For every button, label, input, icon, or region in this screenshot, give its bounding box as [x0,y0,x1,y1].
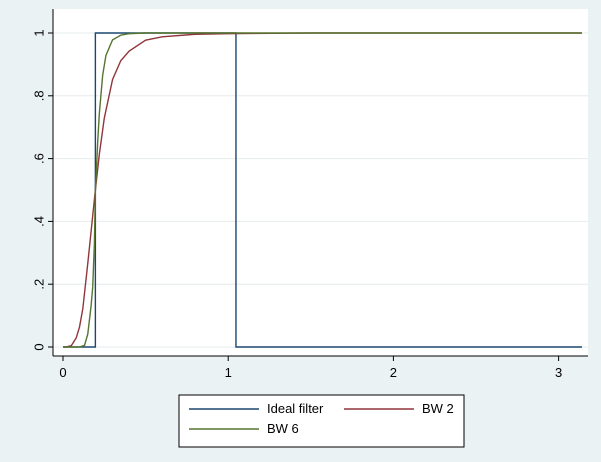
y-tick-label-2: .4 [31,216,46,227]
legend-label-bw-2: BW 2 [422,401,454,416]
x-tick-label-0: 0 [59,365,66,380]
y-tick-label-5: 1 [31,29,46,36]
x-tick-label-2: 2 [390,365,397,380]
y-tick-label-4: .8 [31,90,46,101]
x-tick-label-3: 3 [555,365,562,380]
legend-label-ideal-filter: Ideal filter [267,401,324,416]
y-tick-label-0: 0 [31,343,46,350]
y-tick-label-3: .6 [31,153,46,164]
series-layer [62,32,582,348]
plot-area [53,9,588,356]
x-tick-label-1: 1 [225,365,232,380]
axes: 0 .2 .4 .6 .8 1 0 1 2 3 [31,9,588,380]
y-tick-label-1: .2 [31,279,46,290]
series-line-bw-6 [63,32,582,348]
legend-label-bw-6: BW 6 [267,421,299,436]
legend: Ideal filter BW 2 BW 6 [178,394,465,448]
legend-box [178,394,465,448]
